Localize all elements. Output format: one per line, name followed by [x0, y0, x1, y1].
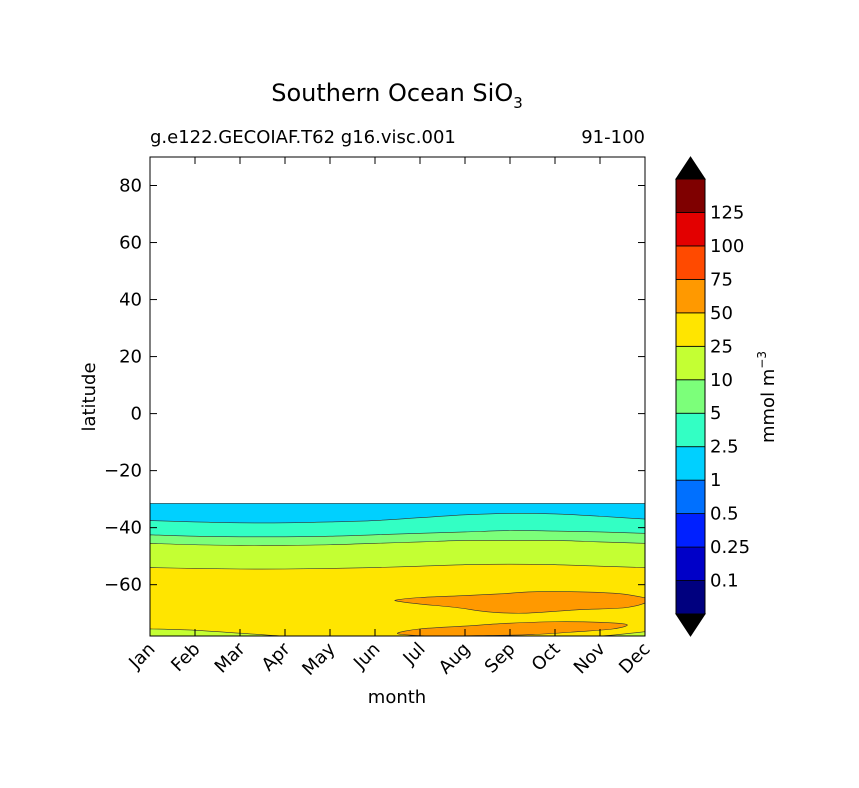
colorbar-segment [675, 345, 706, 381]
colorbar-segment [675, 580, 706, 615]
colorbar-tick-label: 5 [710, 403, 721, 424]
colorbar-tick-label: 1 [710, 470, 721, 491]
colorbar-tick-label: 10 [710, 370, 733, 391]
chart-title-text: Southern Ocean SiO [271, 79, 513, 107]
colorbar-segment [675, 446, 706, 481]
x-tick-label: Sep [481, 639, 520, 678]
x-axis-label: month [368, 687, 426, 708]
x-tick-label: Jan [124, 639, 159, 674]
x-tick-label: Oct [528, 639, 565, 676]
x-tick-label: Jul [399, 639, 430, 670]
colorbar-frame [675, 178, 706, 615]
y-axis: 80 60 40 20 0 −20 −40 −60 [104, 176, 645, 596]
colorbar-tick-label: 50 [710, 303, 733, 324]
plot-area [150, 503, 645, 636]
y-tick-label: −60 [104, 575, 142, 596]
y-tick-label: 80 [119, 176, 142, 197]
y-tick-label: −40 [104, 518, 142, 539]
subtitle-left: g.e122.GECOIAF.T62 g16.visc.001 [150, 127, 456, 148]
y-tick-label: 40 [119, 290, 142, 311]
colorbar-segment [675, 312, 706, 347]
colorbar-segment [675, 513, 706, 548]
colorbar-segment [675, 479, 706, 515]
plot-frame [149, 156, 646, 637]
x-tick-label: Apr [258, 638, 295, 675]
colorbar-extend-bottom [675, 613, 706, 637]
colorbar-segment [675, 178, 706, 213]
y-tick-label: 0 [131, 404, 142, 425]
colorbar-tick-label: 0.5 [710, 504, 739, 525]
y-tick-label: 20 [119, 347, 142, 368]
colorbar: 0.1 0.25 0.5 1 2.5 5 10 25 50 75 100 125 [675, 156, 750, 637]
contour-blob-0 [394, 591, 645, 614]
y-tick-label: −20 [104, 461, 142, 482]
x-tick-label: Aug [435, 639, 475, 679]
colorbar-tick-label: 0.25 [710, 537, 750, 558]
colorbar-label-text: mmol m [758, 369, 779, 443]
contour-region-deep [150, 628, 645, 636]
chart-title: Southern Ocean SiO3 [271, 79, 523, 112]
x-tick-label: Nov [570, 638, 610, 678]
colorbar-segment [675, 212, 706, 247]
x-tick-label: May [298, 638, 339, 679]
colorbar-segment [675, 412, 706, 448]
colorbar-segment [675, 546, 706, 581]
colorbar-tick-label: 0.1 [710, 571, 739, 592]
colorbar-label: mmol m−3 [755, 351, 779, 443]
colorbar-tick-label: 2.5 [710, 437, 739, 458]
colorbar-tick-label: 100 [710, 236, 744, 257]
y-axis-label: latitude [79, 362, 100, 431]
x-tick-label: Mar [211, 638, 250, 677]
colorbar-tick-label: 25 [710, 336, 733, 357]
colorbar-segment [675, 245, 706, 280]
subtitle-right: 91-100 [581, 127, 645, 148]
x-tick-label: Jun [349, 639, 384, 674]
colorbar-tick-label: 125 [710, 202, 744, 223]
x-tick-label: Feb [167, 639, 204, 676]
colorbar-extend-top [675, 156, 706, 180]
colorbar-label-superscript: −3 [755, 351, 769, 369]
x-tick-label: Dec [615, 639, 654, 678]
chart-title-subscript: 3 [513, 94, 523, 112]
y-tick-label: 60 [119, 233, 142, 254]
colorbar-segment [675, 379, 706, 414]
colorbar-segment [675, 278, 706, 314]
colorbar-tick-label: 75 [710, 269, 733, 290]
